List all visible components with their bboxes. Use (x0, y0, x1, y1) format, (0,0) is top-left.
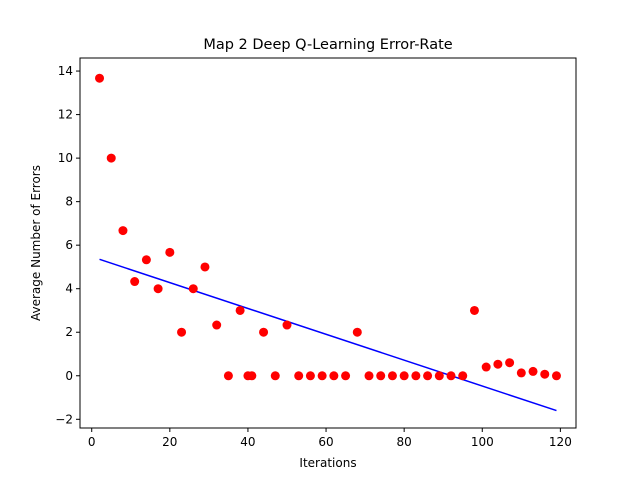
data-point (399, 371, 409, 381)
data-point (516, 368, 526, 378)
axes-background (80, 58, 576, 428)
x-tick-label: 80 (397, 435, 412, 449)
y-tick-label: 4 (65, 282, 73, 296)
x-tick-label: 40 (240, 435, 255, 449)
y-tick-label: 0 (65, 369, 73, 383)
data-point (469, 305, 479, 315)
data-point (411, 371, 421, 381)
y-axis-label: Average Number of Errors (29, 165, 43, 321)
data-point (165, 247, 175, 257)
x-tick-label: 20 (162, 435, 177, 449)
data-point (200, 262, 210, 272)
y-tick-label: 14 (58, 64, 73, 78)
data-point (505, 358, 515, 368)
data-point (106, 153, 116, 163)
y-tick-label: 2 (65, 325, 73, 339)
data-point (153, 284, 163, 294)
data-point (528, 366, 538, 376)
data-point (282, 320, 292, 330)
data-point (95, 73, 105, 83)
data-point (341, 371, 351, 381)
data-point (270, 371, 280, 381)
y-tick-label: −2 (55, 412, 73, 426)
data-point (434, 371, 444, 381)
data-point (376, 371, 386, 381)
y-axis-ticks: −2 0 2 4 6 8 10 12 14 (55, 64, 80, 426)
y-tick-label: 12 (58, 108, 73, 122)
data-point (223, 371, 233, 381)
data-point (481, 362, 491, 372)
chart-title: Map 2 Deep Q-Learning Error-Rate (203, 37, 452, 53)
y-tick-label: 6 (65, 238, 73, 252)
trend-line (99, 258, 557, 412)
axes-frame (79, 57, 577, 429)
data-point (551, 371, 561, 381)
data-point (259, 327, 269, 337)
data-point (235, 305, 245, 315)
data-point (130, 277, 140, 287)
data-point (317, 371, 327, 381)
x-tick-label: 120 (549, 435, 572, 449)
data-point (423, 371, 433, 381)
y-tick-label: 8 (65, 195, 73, 209)
x-axis-label: Iterations (299, 456, 356, 470)
data-point (446, 371, 456, 381)
trend-layer (99, 258, 557, 412)
data-point (188, 284, 198, 294)
x-tick-label: 100 (471, 435, 494, 449)
data-point (540, 369, 550, 379)
data-point (247, 371, 257, 381)
x-axis-ticks: 0 20 40 60 80 100 120 (88, 428, 572, 449)
data-point (141, 255, 151, 265)
data-point (329, 371, 339, 381)
data-point (493, 359, 503, 369)
data-point (387, 371, 397, 381)
data-point (364, 371, 374, 381)
data-point (305, 371, 315, 381)
data-point (177, 327, 187, 337)
data-point (352, 327, 362, 337)
x-tick-label: 60 (318, 435, 333, 449)
plot-area (80, 58, 576, 428)
points-layer (95, 73, 561, 381)
x-tick-label: 0 (88, 435, 96, 449)
data-point (118, 226, 128, 236)
data-point (294, 371, 304, 381)
data-point (458, 371, 468, 381)
data-point (212, 320, 222, 330)
y-tick-label: 10 (58, 151, 73, 165)
